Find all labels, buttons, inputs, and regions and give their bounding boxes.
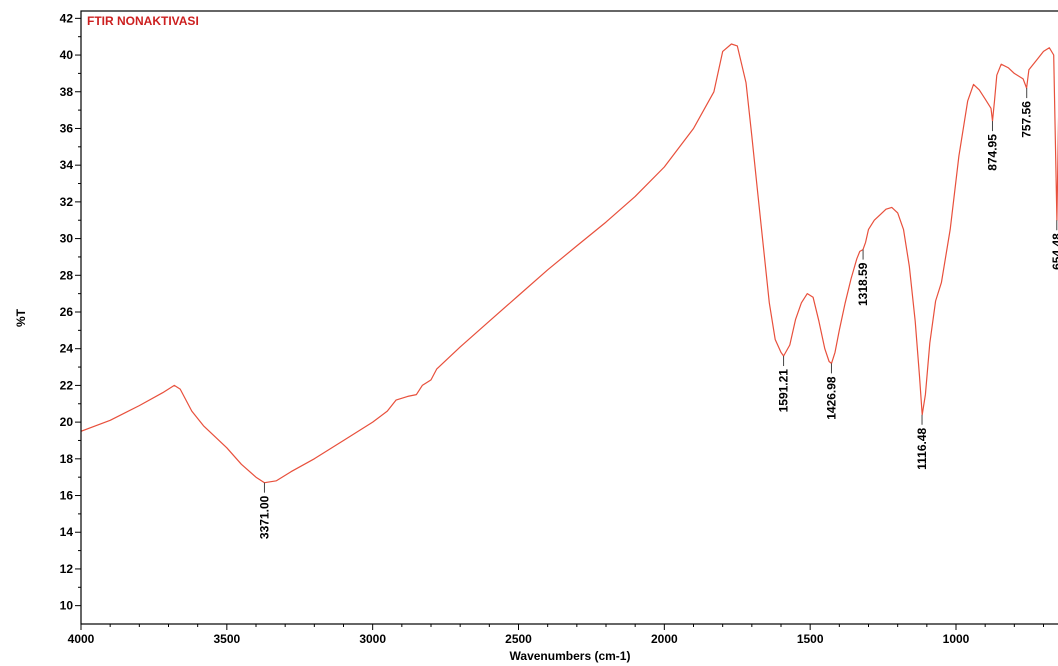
y-tick-label: 36 [60,121,74,135]
y-tick-label: 10 [60,599,74,613]
x-axis-title: Wavenumbers (cm-1) [510,649,631,663]
peak-label: 1116.48 [915,427,929,469]
y-tick-label: 18 [60,452,74,466]
x-tick-label: 2500 [505,632,532,646]
peak-label: 654.48 [1050,233,1058,270]
peak-label: 757.56 [1020,101,1034,138]
x-tick-label: 1000 [943,632,970,646]
x-tick-label: 2000 [651,632,678,646]
y-tick-label: 30 [60,232,74,246]
peak-label: 3371.00 [258,495,272,539]
y-tick-label: 28 [60,268,74,282]
y-axis-title: %T [14,308,28,327]
peak-annotations: 3371.00 1591.21 1426.98 1318.59 1116.48 874.9… [258,88,1058,539]
plot-frame [80,10,1058,625]
y-tick-label: 20 [60,415,74,429]
y-tick-label: 34 [60,158,74,172]
peak-label: 874.95 [986,134,1000,171]
x-tick-label: 3500 [213,632,240,646]
y-tick-label: 38 [60,85,74,99]
y-tick-label: 40 [60,48,74,62]
y-tick-label: 14 [60,525,74,539]
chart-title: FTIR NONAKTIVASI [87,14,199,28]
peak-label: 1591.21 [777,369,791,413]
peak-label: 1318.59 [856,262,870,306]
x-tick-label: 1500 [797,632,824,646]
peak-label: 1426.98 [825,376,839,420]
spectrum-layer [81,43,1058,484]
axes: 10 12 14 16 18 20 22 24 26 28 30 32 34 36 38 40 42 4000 35… [60,10,1058,646]
y-tick-label: 32 [60,195,74,209]
y-tick-label: 22 [60,378,74,392]
y-tick-label: 24 [60,342,74,356]
y-tick-label: 12 [60,562,74,576]
x-tick-label: 4000 [68,632,95,646]
y-tick-label: 42 [60,11,74,25]
y-tick-label: 16 [60,489,74,503]
spectrum-line-0 [81,43,1058,484]
y-tick-label: 26 [60,305,74,319]
x-tick-label: 3000 [359,632,386,646]
